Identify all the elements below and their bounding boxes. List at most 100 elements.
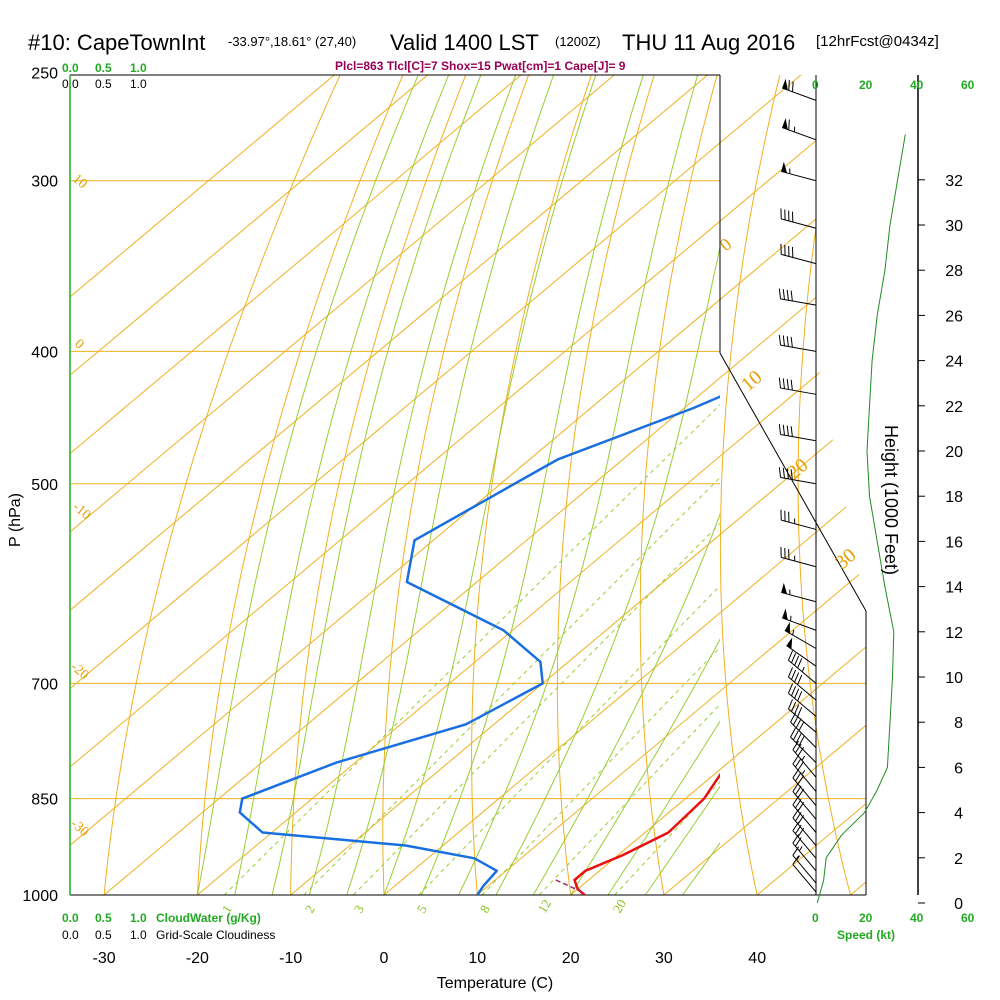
x-tick-label: 10	[468, 950, 486, 967]
wind-barb-flag	[786, 425, 789, 436]
isotherm-line	[70, 75, 429, 376]
height-tick-label: 16	[945, 534, 963, 551]
wind-barb-flag	[786, 468, 789, 479]
pressure-tick-label: 1000	[22, 888, 58, 905]
dry-adiabat-line	[557, 48, 662, 895]
wind-barb-half	[796, 855, 801, 861]
wind-barb	[787, 667, 817, 701]
dewpoint-line	[238, 395, 720, 895]
x-tick-label: 0	[380, 950, 389, 967]
wind-barb	[778, 467, 817, 485]
wind-barb-flag	[792, 808, 800, 819]
wind-barb-staff	[780, 298, 817, 306]
speed-tick: 0	[812, 78, 819, 92]
height-tick-label: 18	[945, 489, 963, 506]
wind-barb-flag	[792, 754, 800, 765]
wind-barb	[790, 727, 817, 763]
cloudiness-label: Grid-Scale Cloudiness	[156, 928, 275, 942]
wind-barb-flag	[797, 674, 803, 685]
wind-barb-flag	[797, 827, 805, 838]
dry-adiabat-line	[797, 75, 851, 895]
sounding-params: Plcl=863 Tlcl[C]=7 Shox=15 Pwat[cm]=1 Ca…	[335, 59, 626, 73]
wind-barb	[778, 288, 817, 306]
wind-barb-pennant	[782, 118, 788, 130]
isotherm-label: 0	[71, 337, 86, 353]
cloudiness-tick: 0.5	[95, 77, 112, 91]
isotherm-label: -20	[67, 660, 91, 683]
isotherm-line	[720, 75, 866, 895]
mixing-ratio-label: 5	[414, 902, 430, 915]
dry-adiabat-line	[197, 48, 414, 895]
wind-barb-flag	[790, 727, 796, 738]
wind-barb-half	[801, 755, 806, 761]
wind-barb-flag	[792, 740, 800, 750]
wind-barb-flag	[788, 80, 790, 91]
adiabat-label: 30	[831, 544, 860, 574]
moist-adiabat-line	[420, 75, 644, 895]
height-tick-label: 4	[954, 806, 963, 823]
wind-barb-half	[801, 666, 805, 673]
dry-adiabat-line	[103, 75, 341, 895]
wind-barb-flag	[782, 335, 785, 346]
cloudiness-tick: 0.0	[62, 928, 79, 942]
wind-barb-flag	[786, 379, 789, 390]
speed-scale-top: 0 20 40 60	[812, 78, 975, 92]
wind-barb-staff	[780, 344, 817, 352]
moist-adiabat-line	[495, 244, 720, 895]
isotherm-line	[850, 75, 866, 895]
wind-barb-flag	[792, 715, 799, 726]
cloud-legend-bottom: 0.0 0.5 1.0 CloudWater (g/Kg) 0.0 0.5 1.…	[62, 911, 275, 942]
height-profile	[816, 134, 906, 904]
wind-barb-staff	[780, 387, 817, 395]
wind-barb-staff	[780, 477, 817, 485]
isotherm-label: 10	[69, 172, 89, 192]
wind-barb-flag	[790, 712, 796, 723]
dry-adiabat-line	[720, 75, 787, 895]
wind-barb-flag	[792, 846, 800, 856]
wind-barb-flag	[795, 758, 802, 768]
wind-barb-pennant	[781, 582, 788, 594]
speed-scale-bottom: 0 20 40 60 Speed (kt)	[812, 911, 975, 942]
height-tick-label: 14	[945, 580, 963, 597]
station-coords: -33.97°,18.61° (27,40)	[228, 34, 356, 49]
height-tick-label: 12	[945, 625, 963, 642]
wind-barb	[780, 509, 817, 530]
speed-tick: 60	[961, 911, 975, 925]
wind-barb-flag	[797, 706, 803, 717]
height-tick-label: 8	[954, 715, 963, 732]
mixing-ratio-label: 20	[610, 897, 629, 916]
cloudwater-tick: 0.0	[62, 61, 79, 75]
mixing-ratio-line	[538, 703, 720, 895]
wind-barb-staff	[792, 804, 817, 833]
wind-barb-flag	[786, 289, 789, 301]
dry-adiabat-line	[196, 75, 404, 895]
wind-barb	[784, 621, 817, 649]
height-tick-label: 20	[945, 444, 963, 461]
speed-tick: 0	[812, 911, 819, 925]
pressure-tick-label: 850	[31, 792, 58, 809]
wind-barb	[792, 795, 817, 833]
wind-barb-flag	[787, 683, 794, 694]
height-tick-label: 26	[945, 308, 963, 325]
wind-barb-flag	[792, 730, 799, 741]
moist-adiabat-line	[644, 785, 720, 895]
height-tick-label: 10	[945, 670, 963, 687]
moist-adiabat-line	[234, 75, 450, 895]
wind-barb-flag	[791, 669, 797, 680]
wind-barb-staff	[788, 676, 817, 701]
wind-barb-staff	[792, 830, 817, 859]
cloudiness-tick: 1.0	[130, 77, 147, 91]
dry-adiabat-line	[556, 75, 655, 895]
wind-barb-half	[792, 629, 795, 636]
mixing-ratio-line	[481, 646, 720, 895]
thermo-grid-extension	[197, 48, 866, 895]
wind-barb	[781, 582, 817, 603]
surface-dewpoint-marker	[495, 895, 503, 903]
x-tick-label: 40	[748, 950, 766, 967]
moist-adiabat-line	[383, 75, 597, 895]
wind-barb-flag	[791, 686, 797, 696]
wind-barb	[792, 808, 817, 846]
wind-barb	[778, 424, 817, 442]
isotherm-line	[476, 690, 720, 895]
height-tick-label: 30	[945, 218, 963, 235]
